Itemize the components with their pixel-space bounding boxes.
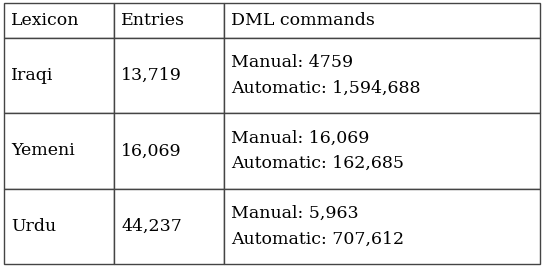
Bar [4, 113, 114, 189]
Text: DML commands: DML commands [231, 12, 375, 29]
Text: Lexicon: Lexicon [11, 12, 80, 29]
Text: Urdu: Urdu [11, 218, 57, 235]
Text: 16,069: 16,069 [121, 143, 182, 160]
Bar [224, 3, 540, 38]
Bar [114, 113, 224, 189]
Text: Automatic: 162,685: Automatic: 162,685 [231, 155, 404, 172]
Bar [4, 3, 114, 38]
Bar [114, 38, 224, 113]
Text: Automatic: 707,612: Automatic: 707,612 [231, 231, 404, 248]
Bar [224, 113, 540, 189]
Bar [114, 189, 224, 264]
Text: Entries: Entries [121, 12, 185, 29]
Bar [224, 38, 540, 113]
Text: Manual: 4759: Manual: 4759 [231, 55, 353, 72]
Text: Iraqi: Iraqi [11, 67, 54, 84]
Bar [114, 3, 224, 38]
Bar [4, 189, 114, 264]
Bar [4, 38, 114, 113]
Text: 44,237: 44,237 [121, 218, 182, 235]
Text: Yemeni: Yemeni [11, 143, 75, 160]
Text: Manual: 5,963: Manual: 5,963 [231, 205, 358, 222]
Text: 13,719: 13,719 [121, 67, 182, 84]
Text: Manual: 16,069: Manual: 16,069 [231, 130, 369, 147]
Text: Automatic: 1,594,688: Automatic: 1,594,688 [231, 80, 421, 97]
Bar [224, 189, 540, 264]
